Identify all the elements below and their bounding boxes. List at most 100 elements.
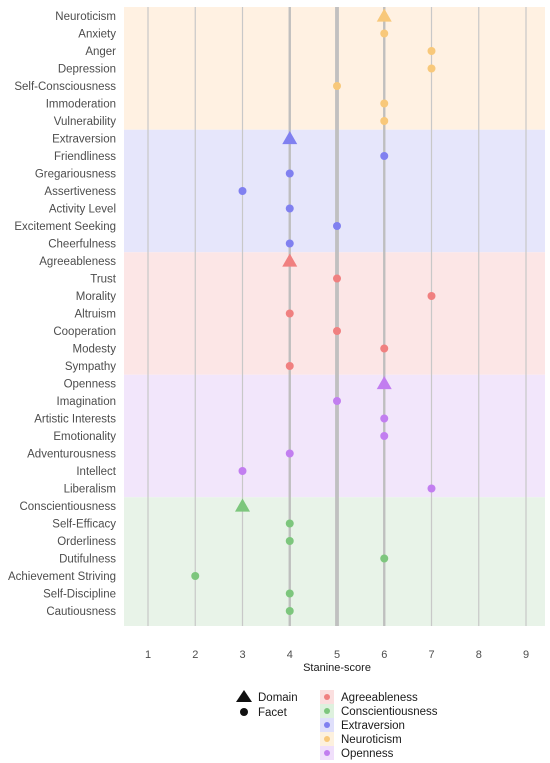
facet-point (238, 467, 247, 475)
row-label: Anger (85, 46, 116, 58)
row-label: Agreeableness (39, 256, 116, 268)
facet-point (285, 537, 294, 545)
x-tick-label: 8 (476, 649, 482, 661)
facet-point (285, 169, 294, 178)
shape-legend-label: Facet (258, 707, 288, 719)
domain-marker (282, 131, 298, 145)
domain-marker (376, 376, 392, 390)
facet-point (333, 222, 341, 230)
group-legend-label: Openness (341, 748, 394, 760)
row-label: Altruism (74, 309, 116, 321)
row-label: Achievement Striving (8, 571, 116, 583)
shape-legend: Domain Facet (236, 690, 298, 719)
row-label: Self-Efficacy (52, 519, 116, 531)
legend-key-dot (324, 708, 330, 714)
x-tick-label: 4 (287, 649, 293, 661)
group-legend-label: Neuroticism (341, 734, 402, 746)
facet-point (427, 64, 436, 73)
facet-point (380, 29, 389, 38)
row-label: Sympathy (65, 361, 116, 373)
group-legend: Agreeableness Conscientiousness Extraversi… (320, 690, 438, 760)
row-label: Intellect (76, 466, 116, 478)
x-tick-label: 2 (192, 649, 198, 661)
facet-point (285, 449, 294, 458)
row-label: Assertiveness (44, 186, 116, 198)
row-label: Excitement Seeking (14, 221, 116, 233)
facet-point (285, 589, 294, 598)
facet-point (285, 309, 294, 318)
x-tick-label: 9 (523, 649, 529, 661)
facet-point (285, 519, 294, 528)
row-label: Cautiousness (46, 606, 116, 618)
row-label: Adventurousness (27, 449, 116, 461)
row-label: Dutifulness (59, 554, 116, 566)
band-neuroticism (124, 7, 545, 130)
facet-point (333, 82, 341, 90)
row-label: Friendliness (54, 151, 116, 163)
shape-legend-label: Domain (258, 692, 298, 704)
row-label: Liberalism (64, 484, 116, 496)
band-extraversion (124, 129, 545, 253)
row-label: Neuroticism (55, 11, 116, 23)
domain-marker (282, 253, 298, 267)
row-label: Modesty (73, 344, 117, 356)
row-label: Orderliness (57, 536, 116, 548)
row-label: Imagination (57, 396, 116, 408)
legend-key-dot (324, 750, 330, 756)
facet-point (380, 414, 389, 423)
group-legend-label: Conscientiousness (341, 706, 438, 718)
group-bands (124, 7, 545, 626)
row-label: Artistic Interests (34, 414, 116, 426)
facet-point (238, 187, 247, 195)
row-label: Emotionality (53, 431, 116, 443)
band-conscientiousness (124, 497, 545, 626)
row-label: Conscientiousness (19, 501, 116, 513)
x-tick-label: 1 (145, 649, 151, 661)
facet-point (333, 274, 341, 283)
facet-point (380, 344, 389, 353)
domain-marker (235, 498, 250, 512)
domain-legend-icon (236, 690, 252, 702)
facet-point (380, 117, 389, 125)
row-label: Cooperation (53, 326, 116, 338)
row-label: Self-Discipline (43, 589, 116, 601)
row-label: Self-Consciousness (14, 81, 116, 93)
facet-point (191, 572, 200, 580)
x-tick-label: 6 (381, 649, 387, 661)
row-label: Depression (58, 64, 116, 76)
x-tick-label: 5 (334, 649, 340, 661)
facet-point (333, 327, 341, 335)
facet-point (380, 152, 389, 160)
x-tick-labels: 1 2 3 4 5 6 7 8 9 (145, 649, 529, 661)
row-label: Trust (90, 274, 117, 286)
row-label: Immoderation (46, 99, 116, 111)
row-label: Anxiety (78, 29, 116, 41)
band-openness (124, 374, 545, 498)
domain-marker (376, 8, 392, 22)
data-points (191, 8, 436, 615)
row-label: Morality (76, 291, 117, 303)
legend-key-dot (324, 694, 330, 700)
facet-point (427, 292, 436, 300)
x-axis-title: Stanine-score (303, 662, 371, 674)
row-label: Vulnerability (54, 116, 116, 128)
group-legend-label: Extraversion (341, 720, 405, 732)
row-label: Cheerfulness (48, 239, 116, 251)
facet-point (380, 554, 389, 563)
facet-point (285, 204, 294, 213)
facet-point (427, 47, 436, 55)
facet-point (380, 432, 389, 440)
x-tick-label: 7 (428, 649, 434, 661)
facet-legend-icon (240, 708, 248, 716)
facet-point (285, 607, 294, 615)
legend-key-dot (324, 722, 330, 728)
group-legend-label: Agreeableness (341, 692, 418, 704)
facet-point (380, 99, 389, 108)
facet-point (285, 362, 294, 370)
facet-point (333, 397, 341, 405)
facet-point (427, 484, 436, 493)
row-label: Openness (64, 379, 117, 391)
row-label: Activity Level (49, 204, 116, 216)
row-labels: Neuroticism Anxiety Anger Depression Self-Co… (8, 11, 117, 618)
